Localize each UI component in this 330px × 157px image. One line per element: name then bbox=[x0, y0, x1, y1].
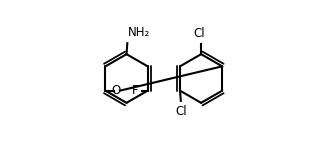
Text: F: F bbox=[132, 84, 138, 97]
Text: Cl: Cl bbox=[194, 27, 205, 40]
Text: O: O bbox=[112, 84, 121, 97]
Text: NH₂: NH₂ bbox=[128, 26, 150, 39]
Text: Cl: Cl bbox=[175, 105, 187, 118]
